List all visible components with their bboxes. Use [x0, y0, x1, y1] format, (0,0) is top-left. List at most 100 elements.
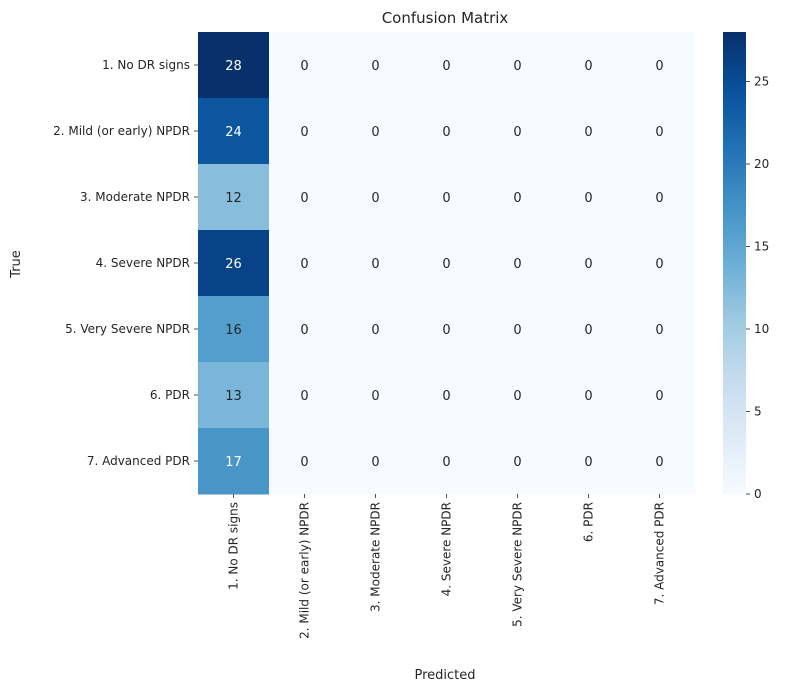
heatmap-cell [553, 164, 625, 231]
heatmap-cell [269, 98, 341, 165]
x-tick-label: 6. PDR [582, 502, 596, 542]
y-tick-label: 5. Very Severe NPDR [65, 322, 190, 336]
colorbar [723, 32, 746, 494]
cell-value-label: 0 [655, 191, 663, 206]
heatmap-cell [198, 428, 270, 495]
cell-value-label: 0 [371, 191, 379, 206]
heatmap-cell [624, 98, 696, 165]
colorbar-tick-label: 25 [754, 75, 769, 89]
cell-value-label: 0 [513, 257, 521, 272]
heatmap-cell [411, 362, 483, 429]
heatmap-cell [340, 230, 412, 297]
colorbar-tick-label: 20 [754, 157, 769, 171]
heatmap-cell [482, 32, 554, 99]
cell-value-label: 0 [442, 389, 450, 404]
cell-value-label: 0 [300, 455, 308, 470]
x-tick-label: 2. Mild (or early) NPDR [298, 502, 312, 639]
heatmap-cell [624, 32, 696, 99]
cell-value-label: 0 [300, 323, 308, 338]
heatmap-cell [340, 428, 412, 495]
colorbar-tick-label: 0 [754, 487, 762, 501]
heatmap-cell [198, 362, 270, 429]
y-tick-label: 3. Moderate NPDR [80, 190, 190, 204]
heatmap-cell [624, 230, 696, 297]
cell-value-label: 0 [371, 323, 379, 338]
heatmap-cell [482, 296, 554, 363]
heatmap-cell [482, 230, 554, 297]
heatmap-cell [269, 296, 341, 363]
cell-value-label: 0 [655, 125, 663, 140]
heatmap-cell [553, 230, 625, 297]
y-axis-label: True [9, 250, 24, 279]
cell-value-label: 0 [513, 59, 521, 74]
heatmap-cell [553, 296, 625, 363]
colorbar-tick-label: 10 [754, 322, 769, 336]
cell-value-label: 0 [371, 125, 379, 140]
y-tick-label: 4. Severe NPDR [96, 256, 190, 270]
cell-value-label: 0 [655, 59, 663, 74]
colorbar-ticks: 0 5 10 15 20 25 [746, 75, 769, 501]
cell-value-label: 0 [584, 455, 592, 470]
cell-value-label: 0 [584, 257, 592, 272]
cell-value-label: 0 [300, 257, 308, 272]
colorbar-tick-label: 15 [754, 240, 769, 254]
chart-title: Confusion Matrix [382, 9, 509, 27]
cell-value-label: 0 [655, 257, 663, 272]
cell-value-label: 16 [225, 323, 242, 338]
x-tick-label: 7. Advanced PDR [653, 502, 667, 605]
cell-value-label: 0 [442, 125, 450, 140]
cell-value-label: 0 [300, 191, 308, 206]
cell-value-label: 0 [584, 59, 592, 74]
y-tick-label: 6. PDR [150, 388, 190, 402]
cell-value-label: 0 [655, 389, 663, 404]
y-tick-label: 7. Advanced PDR [87, 454, 190, 468]
heatmap-cell [340, 32, 412, 99]
heatmap-cell [624, 296, 696, 363]
x-tick-label: 4. Severe NPDR [440, 502, 454, 596]
cell-value-label: 0 [442, 257, 450, 272]
cell-value-label: 0 [584, 191, 592, 206]
cell-value-label: 0 [584, 323, 592, 338]
heatmap-cells: 28 0 0 0 0 0 0 24 0 0 0 0 0 0 12 0 0 0 0 0 0 26 0 0 0 0 0 0 16 0 0 0 0 0 0… [198, 32, 696, 495]
heatmap-cell [198, 32, 270, 99]
cell-value-label: 12 [225, 191, 242, 206]
cell-value-label: 26 [225, 257, 242, 272]
heatmap-cell [269, 362, 341, 429]
heatmap-cell [198, 296, 270, 363]
y-tick-label: 2. Mild (or early) NPDR [53, 124, 190, 138]
heatmap-cell [269, 428, 341, 495]
cell-value-label: 0 [584, 125, 592, 140]
cell-value-label: 0 [371, 257, 379, 272]
heatmap-cell [482, 428, 554, 495]
x-axis-ticks: 1. No DR signs 2. Mild (or early) NPDR 3. … [227, 494, 667, 639]
cell-value-label: 0 [442, 191, 450, 206]
cell-value-label: 0 [300, 125, 308, 140]
heatmap-cell [269, 230, 341, 297]
cell-value-label: 0 [300, 59, 308, 74]
cell-value-label: 0 [655, 455, 663, 470]
cell-value-label: 13 [225, 389, 242, 404]
heatmap-cell [411, 230, 483, 297]
cell-value-label: 0 [442, 59, 450, 74]
cell-value-label: 0 [513, 125, 521, 140]
heatmap-cell [340, 98, 412, 165]
colorbar-tick-label: 5 [754, 405, 762, 419]
heatmap-cell [482, 98, 554, 165]
cell-value-label: 0 [513, 191, 521, 206]
heatmap-cell [553, 98, 625, 165]
cell-value-label: 0 [442, 455, 450, 470]
heatmap-cell [482, 362, 554, 429]
heatmap-cell [411, 98, 483, 165]
heatmap-cell [624, 428, 696, 495]
cell-value-label: 0 [513, 455, 521, 470]
cell-value-label: 0 [584, 389, 592, 404]
cell-value-label: 28 [225, 59, 242, 74]
cell-value-label: 17 [225, 455, 242, 470]
heatmap-cell [553, 32, 625, 99]
x-axis-label: Predicted [414, 668, 475, 683]
heatmap-cell [411, 32, 483, 99]
heatmap-cell [198, 230, 270, 297]
heatmap-cell [269, 164, 341, 231]
cell-value-label: 0 [300, 389, 308, 404]
